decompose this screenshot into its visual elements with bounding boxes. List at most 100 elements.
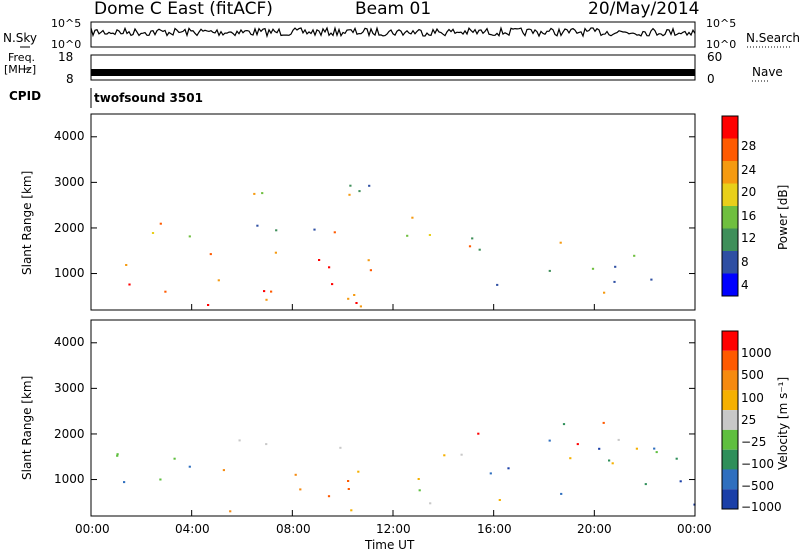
vel-cbar-tick-500: 500: [741, 368, 764, 382]
cpid-label: CPID: [9, 89, 42, 103]
echo-cell: [650, 278, 653, 281]
echo-cell: [188, 465, 191, 468]
colorbar-segment: [722, 331, 738, 351]
echo-cell: [368, 184, 371, 187]
power-ytick-3000: 3000: [54, 175, 85, 189]
vel-cbar-label: Velocity [m s⁻¹]: [776, 376, 790, 470]
nave-tick-bottom: 0: [707, 72, 715, 86]
echo-cell: [679, 480, 682, 483]
velocity-ytick-1000: 1000: [54, 472, 85, 486]
nsky-tick-bottom: 10^0: [51, 38, 82, 51]
echo-cell: [429, 502, 432, 505]
echo-cell: [217, 279, 220, 282]
echo-cell: [653, 447, 656, 450]
velocity-ytick-4000: 4000: [54, 335, 85, 349]
echo-cell: [428, 234, 431, 236]
nsky-trace: [90, 25, 696, 39]
echo-cell: [406, 234, 409, 237]
nave-label: Nave: [752, 65, 783, 79]
echo-cell: [125, 264, 128, 266]
nsearch-tick-top: 10^5: [706, 17, 737, 30]
power-ytick-1000: 1000: [54, 266, 85, 280]
nsky-line: [90, 25, 696, 39]
echo-cell: [443, 454, 446, 457]
echo-cell: [270, 290, 273, 293]
echo-cell: [299, 488, 302, 491]
echo-cell: [357, 470, 360, 473]
echo-cell: [598, 447, 601, 450]
colorbar-segment: [722, 273, 738, 296]
vel-cbar-tick-neg25: −25: [741, 435, 767, 449]
colorbar-segment: [722, 410, 738, 430]
echo-cell: [256, 224, 259, 227]
nsearch-label: N.Search: [746, 31, 800, 45]
colorbar-segment: [722, 161, 738, 184]
vel-cbar-tick-neg1000: −1000: [741, 500, 782, 514]
power-cbar-tick-16: 16: [741, 209, 757, 223]
velocity-ytick-2000: 2000: [54, 427, 85, 441]
vel-cbar-tick-25: 25: [741, 413, 757, 427]
echo-cell: [261, 192, 264, 195]
cpid-value: twofsound 3501: [94, 91, 203, 105]
echo-cell: [353, 294, 356, 296]
echo-cell: [253, 192, 256, 195]
power-ylabel: Slant Range [km]: [20, 170, 34, 275]
echo-cell: [576, 443, 579, 446]
power-heatmap: [125, 184, 653, 308]
colorbar-segment: [722, 206, 738, 229]
xtick-4: 16:00: [477, 522, 512, 536]
x-axis-label: Time UT: [365, 538, 415, 552]
colorbar-segment: [722, 116, 738, 139]
echo-cell: [188, 235, 191, 238]
velocity-colorbar: [721, 330, 739, 510]
colorbar-frame: [721, 115, 739, 297]
echo-cell: [591, 267, 595, 270]
echo-cell: [498, 499, 501, 501]
echo-cell: [602, 421, 605, 424]
velocity-heatmap: [116, 421, 696, 513]
nsky-tick-top: 10^5: [51, 17, 82, 30]
echo-cell: [349, 184, 352, 187]
echo-cell: [603, 291, 606, 294]
echo-cell: [655, 451, 658, 454]
freq-panel: [90, 54, 696, 81]
vel-cbar-tick-neg100: −100: [741, 457, 774, 471]
echo-cell: [369, 269, 372, 272]
xtick-6: 00:00: [677, 522, 712, 536]
echo-cell: [294, 473, 297, 476]
echo-cell: [159, 478, 162, 481]
echo-cell: [173, 457, 176, 460]
echo-cell: [222, 469, 225, 472]
colorbar-segment: [722, 251, 738, 274]
vel-cbar-tick-neg500: −500: [741, 479, 774, 493]
echo-cell: [328, 266, 331, 269]
echo-cell: [617, 438, 620, 441]
power-cbar-tick-4: 4: [741, 278, 749, 292]
freq-label-line2: [MHz]: [4, 63, 37, 76]
echo-cell: [207, 304, 210, 306]
power-cbar-tick-12: 12: [741, 231, 757, 245]
echo-cell: [367, 259, 370, 262]
colorbar-segment: [722, 390, 738, 411]
vel-cbar-tick-100: 100: [741, 391, 764, 405]
colorbar-segment: [722, 350, 738, 371]
echo-cell: [274, 251, 277, 254]
freq-label-line1: Freq.: [8, 51, 36, 64]
echo-cell: [159, 222, 162, 225]
freq-tick-top: 18: [58, 50, 74, 64]
xtick-1: 04:00: [175, 522, 210, 536]
beam-title: Beam 01: [355, 0, 432, 19]
echo-cell: [339, 446, 342, 449]
echo-cell: [265, 443, 268, 446]
power-cbar-tick-8: 8: [741, 255, 749, 269]
echo-cell: [411, 216, 414, 219]
echo-cell: [123, 481, 126, 484]
nave-tick-top: 60: [707, 50, 723, 64]
echo-cell: [209, 253, 212, 256]
colorbar-segment: [722, 370, 738, 391]
power-ytick-4000: 4000: [54, 129, 85, 143]
echo-cell: [116, 454, 119, 457]
echo-cell: [327, 495, 331, 498]
power-cbar-tick-28: 28: [741, 139, 757, 153]
colorbar-segment: [722, 429, 738, 450]
